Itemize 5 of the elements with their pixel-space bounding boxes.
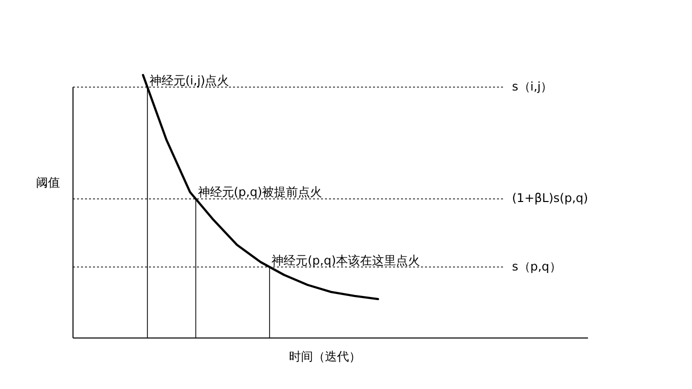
annotation: 阈值 bbox=[36, 175, 60, 190]
xlabel: 时间（迭代） bbox=[289, 349, 361, 364]
annotation: 神经元(p,q)本该在这里点火 bbox=[272, 253, 420, 268]
annotation: 神经元(i,j)点火 bbox=[149, 73, 230, 88]
annotation: 神经元(p,q)被提前点火 bbox=[198, 185, 322, 200]
